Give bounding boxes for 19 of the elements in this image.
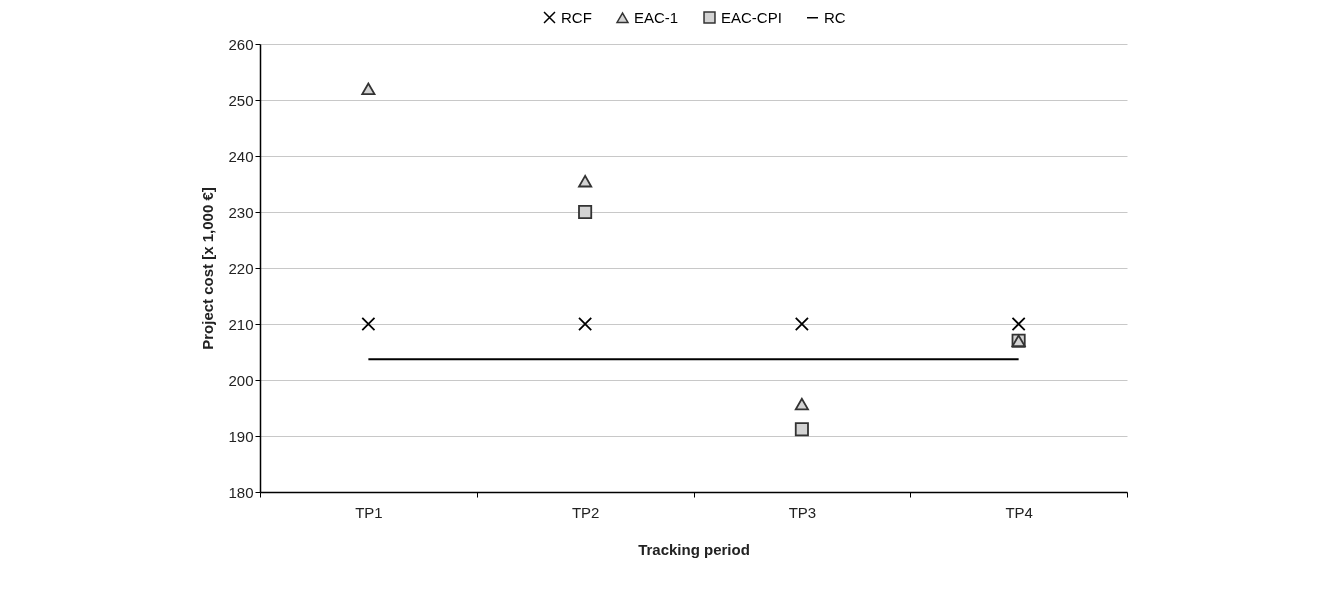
legend-label: EAC-1: [634, 8, 679, 26]
x-tick-label: TP2: [571, 503, 600, 521]
y-tick-label: 180: [228, 483, 254, 501]
y-tick-label: 250: [228, 91, 254, 109]
y-tick-label: 190: [228, 427, 254, 445]
y-tick-label: 260: [228, 35, 254, 53]
x-axis-title: Tracking period: [638, 540, 750, 558]
legend-label: EAC-CPI: [721, 8, 782, 26]
y-tick-label: 210: [228, 315, 254, 333]
x-tick-label: TP3: [788, 503, 817, 521]
y-tick-label: 200: [228, 371, 254, 389]
legend-label: RC: [824, 8, 846, 26]
legend-label: RCF: [561, 8, 592, 26]
y-tick-label: 220: [228, 259, 254, 277]
y-tick-label: 240: [228, 147, 254, 165]
x-tick-label: TP4: [1005, 503, 1033, 521]
y-tick-label: 230: [228, 203, 254, 221]
y-axis-title: Project cost [x 1,000 €]: [199, 187, 217, 350]
x-tick-label: TP1: [355, 503, 383, 521]
